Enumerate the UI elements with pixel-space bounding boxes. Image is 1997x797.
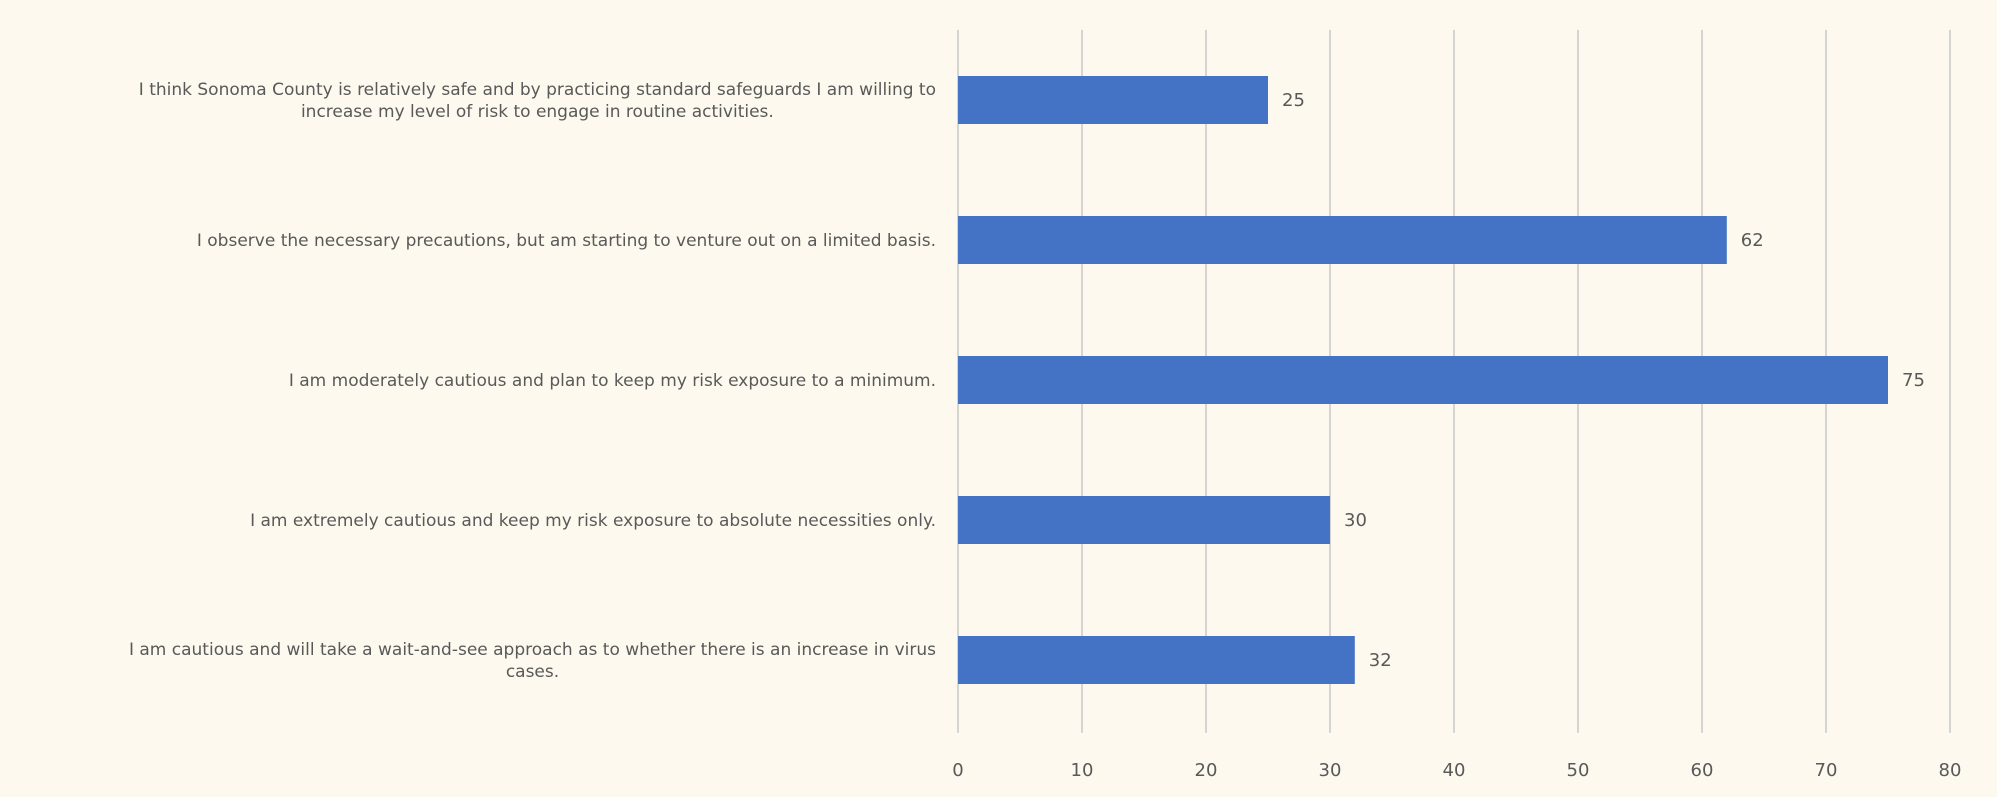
category-label-line: I am cautious and will take a wait-and-s… [129,640,936,660]
category-label: I am moderately cautious and plan to kee… [289,371,936,391]
x-tick-label: 40 [1443,760,1466,781]
label-layer: 0 10 20 30 40 50 60 70 80 25 I think Sonoma County… [129,80,1961,781]
data-label: 25 [1282,90,1305,111]
data-label: 30 [1344,510,1367,531]
bar [958,636,1355,684]
category-label-line: increase my level of risk to engage in r… [301,102,774,122]
data-label: 75 [1902,370,1925,391]
category-label-line: cases. [506,662,559,682]
category-label: I think Sonoma County is relatively safe… [139,80,936,122]
x-tick-label: 30 [1319,760,1342,781]
bar [958,356,1888,404]
bar-layer [958,76,1888,684]
data-label: 32 [1369,650,1392,671]
category-label: I am cautious and will take a wait-and-s… [129,640,936,682]
category-label-line: I observe the necessary precautions, but… [197,231,936,251]
bar [958,216,1727,264]
x-tick-label: 20 [1195,760,1218,781]
x-tick-label: 60 [1691,760,1714,781]
category-label-line: I think Sonoma County is relatively safe… [139,80,936,100]
x-tick-label: 50 [1567,760,1590,781]
data-label: 62 [1741,230,1764,251]
x-tick-label: 0 [952,760,963,781]
category-label: I am extremely cautious and keep my risk… [250,511,936,531]
category-label-line: I am moderately cautious and plan to kee… [289,371,936,391]
bar [958,76,1268,124]
category-label: I observe the necessary precautions, but… [197,231,936,251]
x-tick-label: 80 [1939,760,1962,781]
category-label-line: I am extremely cautious and keep my risk… [250,511,936,531]
x-tick-label: 10 [1071,760,1094,781]
x-tick-label: 70 [1815,760,1838,781]
bar [958,496,1330,544]
